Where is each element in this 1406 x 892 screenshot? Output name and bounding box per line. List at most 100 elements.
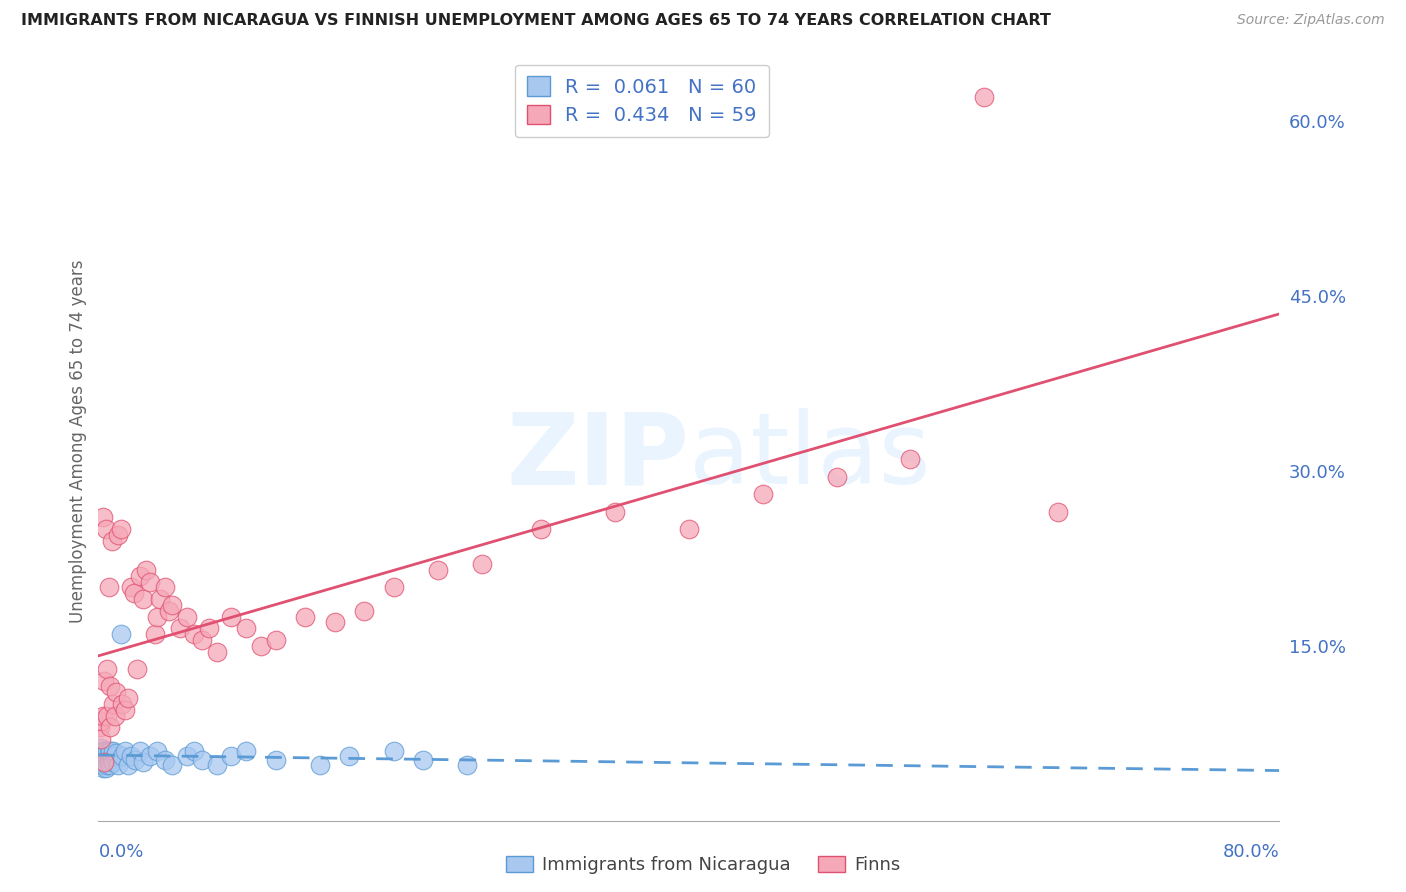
Point xyxy=(97,580,120,594)
Point xyxy=(117,757,139,772)
Point xyxy=(128,744,150,758)
Point xyxy=(339,749,361,764)
Point xyxy=(382,744,405,758)
Point xyxy=(457,757,479,772)
Point xyxy=(169,621,191,635)
Point xyxy=(139,749,162,764)
Point xyxy=(97,749,120,764)
Point xyxy=(382,580,405,594)
Point xyxy=(412,753,434,767)
Point xyxy=(427,563,450,577)
Point xyxy=(90,757,112,772)
Point xyxy=(98,720,121,734)
Legend: Immigrants from Nicaragua, Finns: Immigrants from Nicaragua, Finns xyxy=(499,849,907,881)
Point xyxy=(183,744,205,758)
Point xyxy=(205,757,228,772)
Point xyxy=(235,621,257,635)
Point xyxy=(89,720,111,734)
Point xyxy=(107,757,129,772)
Point xyxy=(104,749,127,764)
Point xyxy=(97,746,120,760)
Point xyxy=(146,744,169,758)
Point xyxy=(135,563,157,577)
Point xyxy=(120,749,142,764)
Point xyxy=(143,627,166,641)
Point xyxy=(176,749,198,764)
Point xyxy=(93,673,115,688)
Point xyxy=(530,522,553,536)
Point xyxy=(98,744,121,758)
Point xyxy=(91,753,114,767)
Point xyxy=(104,708,127,723)
Point xyxy=(90,714,112,729)
Point xyxy=(153,753,176,767)
Point xyxy=(191,753,214,767)
Point xyxy=(323,615,346,630)
Legend: R =  0.061   N = 60, R =  0.434   N = 59: R = 0.061 N = 60, R = 0.434 N = 59 xyxy=(515,64,769,136)
Point xyxy=(96,757,118,772)
Point xyxy=(900,452,922,467)
Point xyxy=(91,749,114,764)
Point xyxy=(176,609,198,624)
Point xyxy=(120,580,142,594)
Point xyxy=(678,522,700,536)
Y-axis label: Unemployment Among Ages 65 to 74 years: Unemployment Among Ages 65 to 74 years xyxy=(69,260,87,624)
Point xyxy=(90,746,112,760)
Point xyxy=(91,510,114,524)
Point xyxy=(93,756,115,770)
Point xyxy=(105,685,128,699)
Point xyxy=(103,697,125,711)
Point xyxy=(94,761,117,775)
Point xyxy=(162,757,183,772)
Point xyxy=(471,557,494,571)
Point xyxy=(93,744,115,758)
Point xyxy=(110,627,132,641)
Text: ZIP: ZIP xyxy=(506,409,689,505)
Point xyxy=(122,586,145,600)
Point xyxy=(146,609,169,624)
Point xyxy=(105,746,128,760)
Point xyxy=(825,469,848,483)
Point xyxy=(114,744,136,758)
Text: IMMIGRANTS FROM NICARAGUA VS FINNISH UNEMPLOYMENT AMONG AGES 65 TO 74 YEARS CORR: IMMIGRANTS FROM NICARAGUA VS FINNISH UNE… xyxy=(21,13,1050,29)
Text: Source: ZipAtlas.com: Source: ZipAtlas.com xyxy=(1237,13,1385,28)
Point xyxy=(91,744,114,758)
Point xyxy=(605,504,627,518)
Point xyxy=(103,756,125,770)
Text: 0.0%: 0.0% xyxy=(98,843,143,861)
Point xyxy=(157,604,180,618)
Point xyxy=(128,568,150,582)
Point xyxy=(153,580,176,594)
Point xyxy=(132,592,155,607)
Point xyxy=(98,757,121,772)
Text: atlas: atlas xyxy=(689,409,931,505)
Point xyxy=(103,744,125,758)
Point xyxy=(117,691,139,706)
Point xyxy=(264,632,287,647)
Point xyxy=(111,697,134,711)
Point xyxy=(89,753,111,767)
Point xyxy=(96,662,118,676)
Point xyxy=(264,753,287,767)
Point xyxy=(94,749,117,764)
Point xyxy=(198,621,221,635)
Point xyxy=(96,708,118,723)
Point xyxy=(93,752,115,766)
Point xyxy=(124,753,146,767)
Point xyxy=(752,487,775,501)
Point xyxy=(89,749,111,764)
Point xyxy=(94,756,117,770)
Point xyxy=(205,644,228,658)
Point xyxy=(294,609,316,624)
Point xyxy=(183,627,205,641)
Point xyxy=(94,522,117,536)
Point xyxy=(96,744,118,758)
Point xyxy=(110,522,132,536)
Point xyxy=(191,632,214,647)
Point xyxy=(97,756,120,770)
Point xyxy=(90,749,112,764)
Point xyxy=(90,756,112,770)
Point xyxy=(1046,504,1070,518)
Point xyxy=(91,756,114,770)
Point xyxy=(90,741,112,756)
